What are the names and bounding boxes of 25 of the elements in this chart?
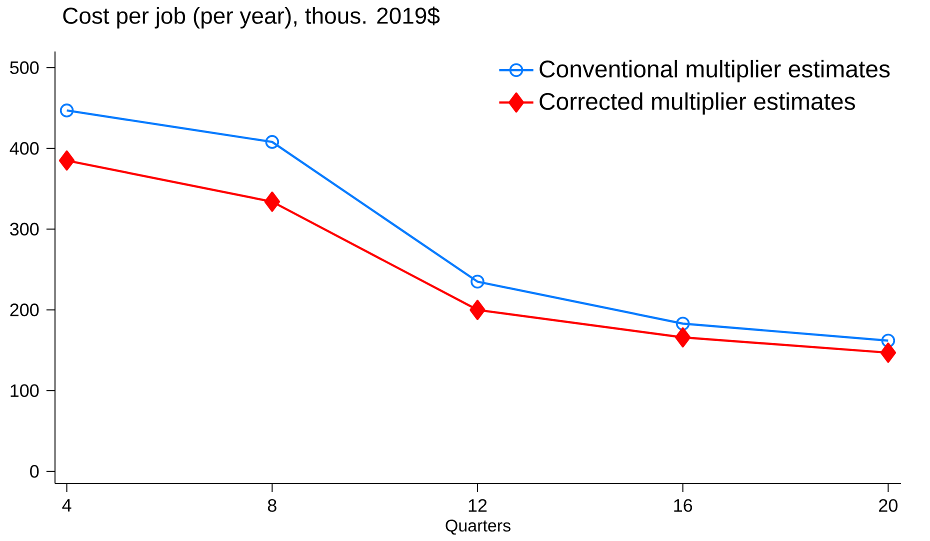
x-tick-label: 8 (268, 498, 276, 512)
chart-title: Cost per job (per year), thous. 2019$ (63, 6, 440, 28)
x-tick-label: 16 (674, 498, 692, 512)
point (60, 103, 74, 118)
y-tick-label: 200 (10, 303, 39, 316)
point (265, 134, 280, 149)
y-tick-label: 500 (10, 61, 39, 74)
point (880, 342, 896, 363)
x-tick-label: 12 (468, 498, 487, 512)
x-tick-label: 4 (62, 498, 72, 512)
point (58, 150, 75, 170)
point (264, 191, 280, 212)
x-tick-label: 20 (879, 498, 898, 512)
point (676, 316, 690, 330)
legend-label: Conventional multiplier estimates (540, 60, 890, 82)
point (470, 274, 484, 288)
point (881, 334, 896, 348)
y-tick-label: 400 (10, 142, 39, 155)
y-tick-label: 300 (10, 222, 39, 236)
y-tick-label: 100 (10, 384, 39, 397)
point (674, 327, 691, 348)
y-tick-label: 0 (30, 464, 39, 478)
point (470, 300, 486, 320)
legend-label: Corrected multiplier estimates (540, 92, 855, 115)
x-axis-title: Quarters (446, 519, 510, 534)
